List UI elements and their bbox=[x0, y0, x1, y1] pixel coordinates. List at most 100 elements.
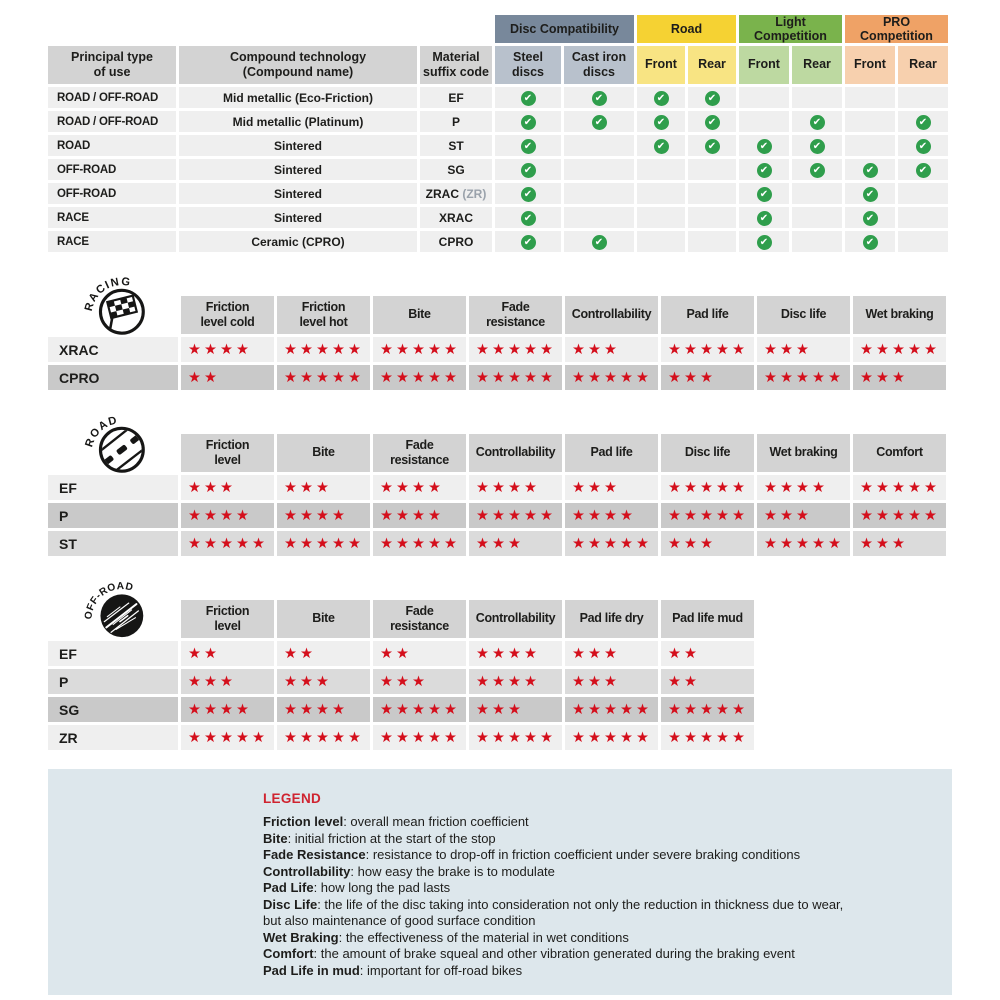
check-icon: ✔ bbox=[591, 90, 607, 106]
star-rating: ★★★ bbox=[476, 701, 524, 718]
compound-label: P bbox=[48, 503, 178, 528]
star-cell: ★★★★★ bbox=[853, 475, 946, 500]
check-cell bbox=[564, 159, 634, 180]
rating-row: EF ★★ ★★ ★★ ★★★★ ★★★ ★★ bbox=[48, 641, 754, 666]
check-cell bbox=[845, 111, 895, 132]
star-cell: ★★★★★ bbox=[277, 365, 370, 390]
star-rating: ★★★★ bbox=[572, 507, 636, 524]
star-rating: ★★★ bbox=[668, 535, 716, 552]
star-cell: ★★★ bbox=[565, 641, 658, 666]
check-cell bbox=[845, 135, 895, 156]
legend-term: Disc Life bbox=[263, 896, 318, 912]
group-header: Disc Compatibility bbox=[495, 15, 634, 43]
code-cell: P bbox=[420, 111, 492, 132]
star-rating: ★★★★ bbox=[476, 645, 540, 662]
star-rating: ★★★★★ bbox=[476, 369, 556, 386]
check-cell bbox=[637, 231, 685, 252]
sub-column-header: Steel discs bbox=[495, 46, 561, 84]
check-cell: ✔ bbox=[739, 135, 789, 156]
compatibility-table: Disc Compatibility Road Light Competition P… bbox=[45, 12, 951, 255]
star-rating: ★★ bbox=[668, 673, 700, 690]
sub-column-header: Rear bbox=[898, 46, 948, 84]
compound-label: EF bbox=[48, 641, 178, 666]
check-cell: ✔ bbox=[898, 159, 948, 180]
compat-row: OFF-ROAD Sintered SG ✔ ✔ ✔ ✔ ✔ bbox=[48, 159, 948, 180]
check-icon: ✔ bbox=[520, 114, 536, 130]
sub-column-header: Rear bbox=[792, 46, 842, 84]
star-cell: ★★★★★ bbox=[469, 725, 562, 750]
rating-column-header: Friction level hot bbox=[277, 296, 370, 334]
check-cell bbox=[739, 111, 789, 132]
sub-column-header: Front bbox=[637, 46, 685, 84]
star-cell: ★★★ bbox=[565, 475, 658, 500]
star-rating: ★★★★ bbox=[476, 479, 540, 496]
check-cell bbox=[564, 207, 634, 228]
star-cell: ★★★★★ bbox=[853, 503, 946, 528]
check-icon: ✔ bbox=[756, 186, 772, 202]
compound-cell: Mid metallic (Eco-Friction) bbox=[179, 87, 417, 108]
column-header-row: Principal type of use Compound technology… bbox=[48, 46, 948, 84]
rating-column-header: Bite bbox=[277, 434, 370, 472]
star-rating: ★★★★★ bbox=[380, 701, 460, 718]
check-cell: ✔ bbox=[688, 87, 736, 108]
check-cell: ✔ bbox=[637, 135, 685, 156]
code-cell: ZRAC (ZR) bbox=[420, 183, 492, 204]
check-cell: ✔ bbox=[637, 111, 685, 132]
check-cell bbox=[792, 183, 842, 204]
main-column-header: Material suffix code bbox=[420, 46, 492, 84]
code-text: P bbox=[451, 114, 460, 129]
legend-title: LEGEND bbox=[263, 791, 322, 806]
check-cell: ✔ bbox=[564, 87, 634, 108]
rating-row: P ★★★★ ★★★★ ★★★★ ★★★★★ ★★★★ ★★★★★ ★★★ ★★★★★ bbox=[48, 503, 946, 528]
check-icon: ✔ bbox=[520, 90, 536, 106]
star-rating: ★★★ bbox=[764, 507, 812, 524]
check-cell bbox=[739, 87, 789, 108]
rating-column-header: Friction level cold bbox=[181, 296, 274, 334]
check-icon: ✔ bbox=[591, 234, 607, 250]
code-text: XRAC bbox=[438, 210, 473, 225]
use-cell: OFF-ROAD bbox=[48, 183, 176, 204]
legend-text: : how long the pad lasts bbox=[313, 880, 451, 895]
legend-term: Bite bbox=[263, 830, 288, 846]
star-rating: ★★★★★ bbox=[380, 369, 460, 386]
use-cell: ROAD / OFF-ROAD bbox=[48, 87, 176, 108]
star-cell: ★★★★★ bbox=[181, 531, 274, 556]
star-rating: ★★★★★ bbox=[668, 701, 748, 718]
star-cell: ★★★★★ bbox=[373, 725, 466, 750]
star-cell: ★★★★ bbox=[469, 641, 562, 666]
star-cell: ★★ bbox=[181, 365, 274, 390]
star-rating: ★★★★★ bbox=[284, 369, 364, 386]
offroad-ratings-table: OFF-ROAD bbox=[45, 581, 757, 753]
star-cell: ★★★★★ bbox=[853, 337, 946, 362]
checkered-flag bbox=[105, 294, 139, 330]
code-cell: SG bbox=[420, 159, 492, 180]
rating-column-header: Bite bbox=[373, 296, 466, 334]
rating-column-header: Disc life bbox=[757, 296, 850, 334]
rating-row: SG ★★★★ ★★★★ ★★★★★ ★★★ ★★★★★ ★★★★★ bbox=[48, 697, 754, 722]
star-cell: ★★★★ bbox=[565, 503, 658, 528]
racing-section: RACING bbox=[48, 276, 956, 393]
legend-text: : important for off-road bikes bbox=[359, 962, 523, 978]
compound-label: EF bbox=[48, 475, 178, 500]
star-cell: ★★★★★ bbox=[277, 725, 370, 750]
compound-label: XRAC bbox=[48, 337, 178, 362]
sub-column-header: Front bbox=[845, 46, 895, 84]
sub-column-header: Rear bbox=[688, 46, 736, 84]
star-rating: ★★★★★ bbox=[668, 341, 748, 358]
compound-label: SG bbox=[48, 697, 178, 722]
check-cell: ✔ bbox=[739, 231, 789, 252]
star-cell: ★★★ bbox=[661, 365, 754, 390]
star-cell: ★★★★★ bbox=[181, 725, 274, 750]
star-rating: ★★★★ bbox=[764, 479, 828, 496]
rating-column-header: Wet braking bbox=[853, 296, 946, 334]
star-cell: ★★ bbox=[277, 641, 370, 666]
check-cell: ✔ bbox=[564, 231, 634, 252]
check-icon: ✔ bbox=[520, 138, 536, 154]
rating-row: EF ★★★ ★★★ ★★★★ ★★★★ ★★★ ★★★★★ ★★★★ ★★★★★ bbox=[48, 475, 946, 500]
compound-cell: Mid metallic (Platinum) bbox=[179, 111, 417, 132]
star-rating: ★★★ bbox=[572, 645, 620, 662]
star-rating: ★★ bbox=[188, 645, 220, 662]
star-rating: ★★★★★ bbox=[860, 341, 940, 358]
star-cell: ★★★★ bbox=[181, 337, 274, 362]
rating-column-header: Controllability bbox=[565, 296, 658, 334]
